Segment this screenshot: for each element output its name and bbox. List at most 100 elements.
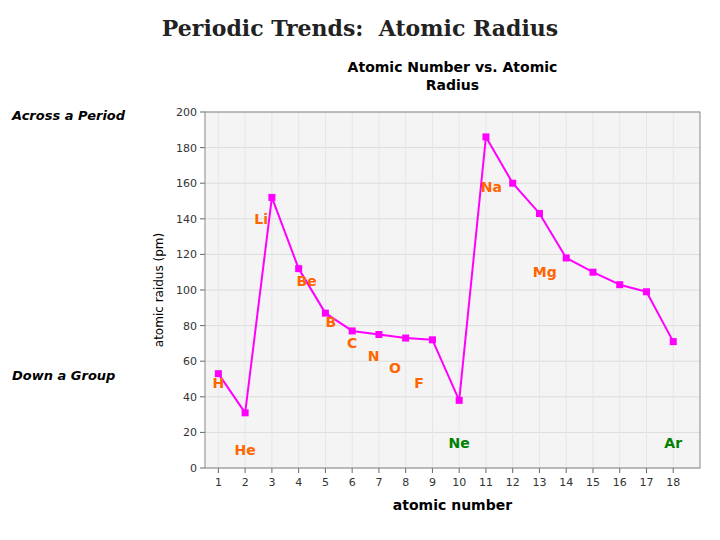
- annotation: N: [368, 348, 380, 364]
- x-tick-label: 4: [295, 476, 302, 489]
- y-grid-line: [205, 183, 700, 184]
- y-tick-label: 140: [176, 213, 197, 226]
- y-tick-label: 120: [176, 248, 197, 261]
- marker: [563, 254, 570, 261]
- marker: [670, 338, 677, 345]
- y-tick: [200, 218, 205, 219]
- y-grid-line: [205, 147, 700, 148]
- x-tick: [646, 468, 647, 473]
- x-tick-label: 14: [559, 476, 573, 489]
- marker: [456, 397, 463, 404]
- marker: [643, 288, 650, 295]
- x-tick: [539, 468, 540, 473]
- x-grid-line: [352, 112, 353, 468]
- subtitle: Atomic Number vs. Atomic: [348, 59, 558, 75]
- annotation: B: [325, 314, 336, 330]
- x-tick: [512, 468, 513, 473]
- x-tick-label: 10: [452, 476, 466, 489]
- plot-area: [205, 112, 700, 468]
- y-tick-label: 20: [183, 426, 197, 439]
- x-tick: [405, 468, 406, 473]
- x-tick: [298, 468, 299, 473]
- y-tick-label: 60: [183, 355, 197, 368]
- x-tick-label: 2: [242, 476, 249, 489]
- y-tick: [200, 468, 205, 469]
- data-group: [215, 133, 677, 416]
- side-note: Across a Period: [11, 108, 126, 123]
- y-grid-line: [205, 396, 700, 397]
- annotation: Mg: [533, 264, 557, 280]
- x-tick-label: 18: [666, 476, 680, 489]
- y-tick-label: 80: [183, 320, 197, 333]
- y-tick-label: 180: [176, 142, 197, 155]
- annotation: F: [414, 375, 424, 391]
- x-tick-label: 6: [349, 476, 356, 489]
- x-tick: [619, 468, 620, 473]
- y-tick: [200, 147, 205, 148]
- x-tick: [352, 468, 353, 473]
- x-axis-label: atomic number: [393, 497, 512, 513]
- y-tick-label: 200: [176, 106, 197, 119]
- x-tick-label: 15: [586, 476, 600, 489]
- x-grid-line: [378, 112, 379, 468]
- marker: [509, 180, 516, 187]
- x-tick-label: 7: [375, 476, 382, 489]
- marker: [402, 335, 409, 342]
- annotations: LiBeBCNOFHHeNeNaMgAr: [213, 179, 683, 458]
- grid: [205, 112, 700, 468]
- x-tick-label: 17: [639, 476, 653, 489]
- side-note: Down a Group: [12, 368, 115, 383]
- y-tick-label: 40: [183, 391, 197, 404]
- x-grid-line: [592, 112, 593, 468]
- x-grid-line: [512, 112, 513, 468]
- y-tick: [200, 183, 205, 184]
- x-tick: [485, 468, 486, 473]
- x-tick: [218, 468, 219, 473]
- marker: [375, 331, 382, 338]
- y-tick: [200, 396, 205, 397]
- x-grid-line: [405, 112, 406, 468]
- x-tick: [566, 468, 567, 473]
- annotation: Ar: [664, 435, 682, 451]
- x-grid-line: [566, 112, 567, 468]
- marker: [536, 210, 543, 217]
- x-tick-label: 8: [402, 476, 409, 489]
- marker: [616, 281, 623, 288]
- x-tick: [592, 468, 593, 473]
- y-grid-line: [205, 290, 700, 291]
- x-grid-line: [673, 112, 674, 468]
- x-tick-label: 12: [506, 476, 520, 489]
- marker: [268, 194, 275, 201]
- marker: [242, 409, 249, 416]
- x-tick-label: 5: [322, 476, 329, 489]
- marker: [429, 336, 436, 343]
- title: Periodic Trends: Atomic Radius: [162, 15, 558, 41]
- y-tick-label: 160: [176, 177, 197, 190]
- y-grid-line: [205, 325, 700, 326]
- x-tick-label: 1: [215, 476, 222, 489]
- y-tick: [200, 254, 205, 255]
- y-grid-line: [205, 432, 700, 433]
- y-grid-line: [205, 361, 700, 362]
- x-tick-label: 9: [429, 476, 436, 489]
- x-tick: [459, 468, 460, 473]
- annotation: O: [389, 360, 401, 376]
- x-tick: [378, 468, 379, 473]
- y-tick: [200, 112, 205, 113]
- annotation: Na: [481, 179, 502, 195]
- y-tick-label: 0: [190, 462, 197, 475]
- subtitle: Radius: [426, 77, 479, 93]
- y-tick: [200, 325, 205, 326]
- x-tick: [245, 468, 246, 473]
- x-tick: [673, 468, 674, 473]
- x-tick-label: 13: [532, 476, 546, 489]
- x-grid-line: [619, 112, 620, 468]
- x-grid-line: [459, 112, 460, 468]
- x-tick-label: 16: [613, 476, 627, 489]
- x-grid-line: [218, 112, 219, 468]
- line: [218, 137, 673, 413]
- y-tick: [200, 432, 205, 433]
- x-tick: [271, 468, 272, 473]
- y-tick: [200, 290, 205, 291]
- y-axis-label: atomic raidus (pm): [152, 233, 166, 347]
